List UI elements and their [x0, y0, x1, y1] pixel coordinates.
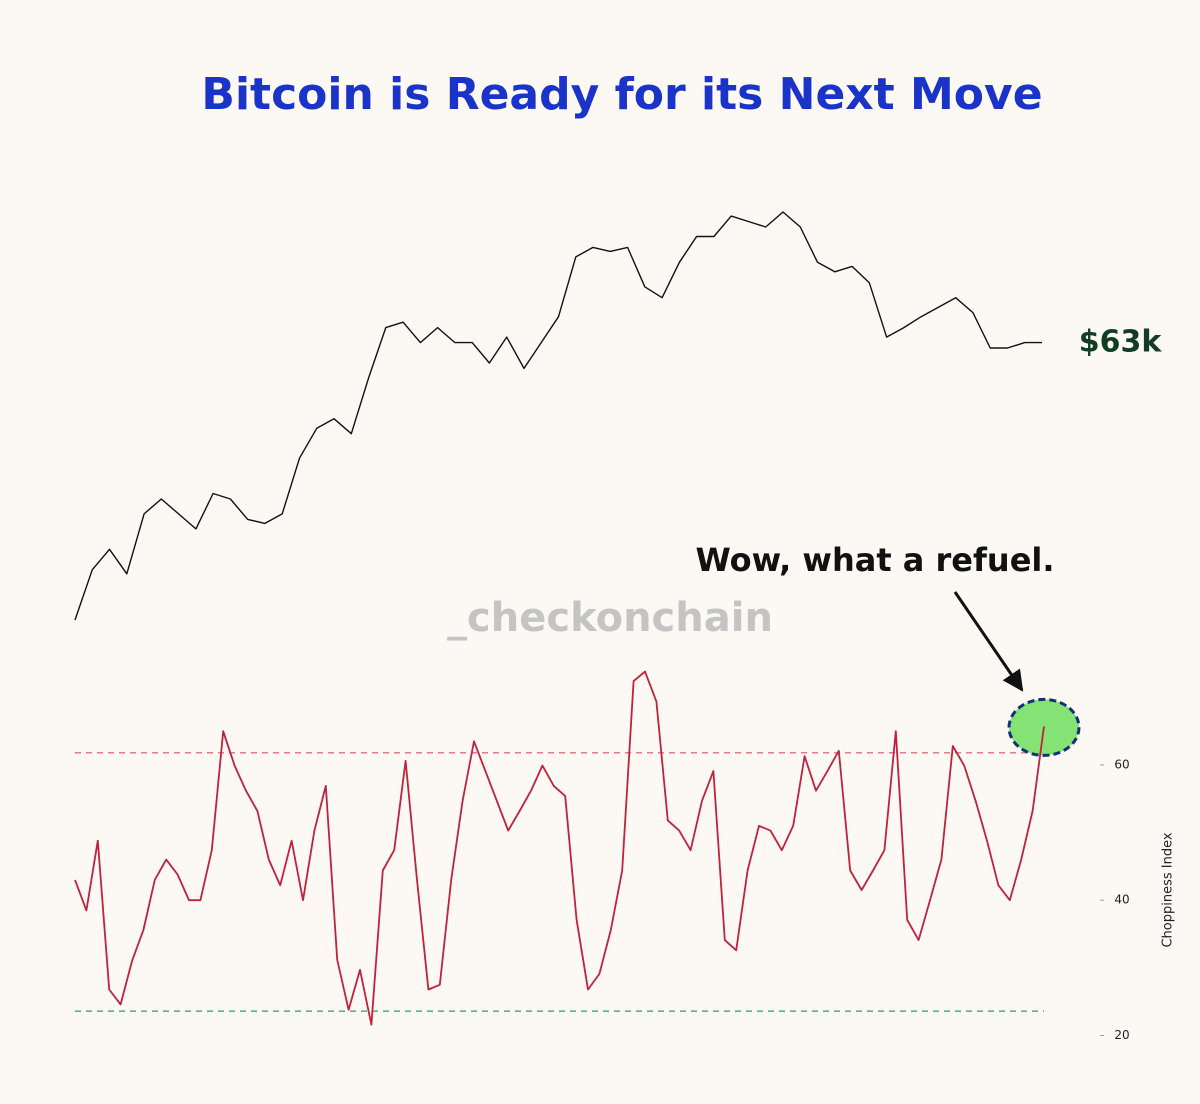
price-line	[74, 211, 1042, 621]
choppiness-line	[74, 670, 1045, 1026]
watermark: _checkonchain	[447, 595, 773, 641]
chart-title: Bitcoin is Ready for its Next Move	[201, 69, 1042, 120]
arrow	[953, 591, 1024, 692]
y-tick-label: 20	[1114, 1028, 1129, 1042]
y-tick-label: 40	[1114, 893, 1129, 907]
y-tick-label: 60	[1114, 757, 1129, 771]
annotation: Wow, what a refuel.	[695, 541, 1054, 579]
end-label: $63k	[1079, 325, 1163, 360]
y-axis-label: Choppiness Index	[1161, 832, 1176, 947]
